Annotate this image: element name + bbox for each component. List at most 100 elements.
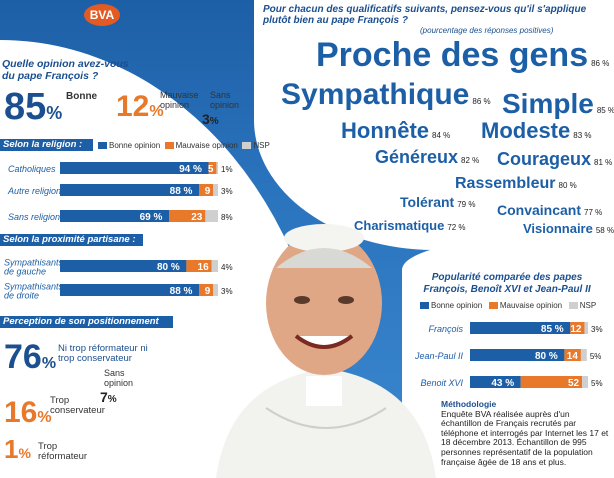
- qualifier-value: 85 %: [596, 106, 614, 115]
- qualifier-6: Courageux 81 %: [497, 150, 612, 168]
- good-value: 85%: [4, 86, 63, 128]
- bar-segment-2-0-0: [470, 322, 571, 334]
- legend-nsp: NSP: [253, 141, 270, 150]
- qualifier-7: Rassembleur 80 %: [455, 176, 577, 192]
- category-label-0-1: Autre religion: [7, 186, 61, 196]
- partisan-header: Selon la proximité partisane :: [0, 234, 143, 246]
- left-bar-charts: Catholiques 94 % 5 1% Autre religion 88 % 9 3% S…: [4, 162, 603, 389]
- good-label: Bonne: [66, 91, 98, 102]
- bar-segment-1-0-1: [186, 260, 212, 272]
- bar-value-2-2-0: 43 %: [491, 378, 514, 389]
- category-label-2-2: Benoit XVI: [420, 378, 463, 388]
- question-note: (pourcentage des réponses positives): [420, 26, 554, 35]
- qualifier-word: Sympathique: [281, 78, 470, 111]
- bar-value-2-0-0: 85 %: [541, 324, 564, 335]
- qualifier-value: 82 %: [461, 156, 480, 165]
- none-label: Sans opinion: [210, 90, 240, 110]
- qualifier-word: Simple: [502, 88, 594, 119]
- nsp-swatch-r: [568, 302, 578, 309]
- bar-segment-2-1-1: [564, 349, 581, 361]
- pos-value-2: 16%: [4, 396, 52, 429]
- bar-value-2-0-1: 12: [570, 324, 582, 335]
- bar-segment-0-1-0: [60, 184, 200, 196]
- qualifier-value: 84 %: [432, 131, 451, 140]
- qualifier-value: 83 %: [573, 131, 592, 140]
- category-label-0-2: Sans religion: [8, 212, 60, 222]
- pos-label-2: Trop conservateur: [50, 395, 105, 416]
- bar-segment-2-2-0: [470, 376, 521, 388]
- qualifier-11: Visionnaire 58 %: [523, 222, 614, 235]
- methodology: Méthodologie Enquête BVA réalisée auprès…: [441, 399, 611, 467]
- pope-illustration: [216, 224, 436, 478]
- bar-value-2-1-2: 5%: [590, 352, 602, 361]
- category-label-1-1: Sympathisants: [4, 282, 64, 292]
- bar-value-0-1-1: 9: [205, 186, 211, 197]
- qualifier-value: 77 %: [584, 208, 603, 217]
- category-label-1-0: Sympathisants: [4, 258, 64, 268]
- good-swatch-r: [420, 302, 429, 309]
- nsp-swatch: [242, 142, 252, 149]
- pos-value-4: 7%: [100, 389, 117, 405]
- bar-value-2-0-2: 3%: [591, 325, 603, 334]
- qualifier-word: Courageux: [497, 149, 592, 169]
- bar-value-2-2-2: 5%: [591, 379, 603, 388]
- bar-value-0-2-2: 8%: [221, 213, 233, 222]
- qualifier-value: 79 %: [457, 200, 476, 209]
- bar-segment-2-2-1: [520, 376, 583, 388]
- qualifier-word: Convaincant: [497, 202, 582, 218]
- bar-segment-0-0-2: [216, 162, 218, 174]
- main-question: Pour chacun des qualificatifs suivants, …: [263, 4, 603, 26]
- legend-nsp-r: NSP: [579, 301, 597, 310]
- pos-label-4: Sans opinion: [104, 368, 134, 388]
- question-text: Pour chacun des qualificatifs suivants, …: [263, 4, 587, 26]
- bar-segment-2-0-1: [570, 322, 585, 334]
- bad-label: Mauvaise opinion: [160, 90, 199, 110]
- qualifiers-panel: [254, 0, 614, 250]
- bar-segment-0-0-1: [208, 162, 217, 174]
- bar-value-1-1-0: 88 %: [170, 286, 193, 297]
- pos-label-3: Trop réformateur: [38, 441, 88, 462]
- bar-segment-0-1-1: [199, 184, 214, 196]
- qualifier-value: 86 %: [591, 59, 610, 68]
- bar-segment-0-0-0: [60, 162, 209, 174]
- bar-value-0-0-0: 94 %: [179, 164, 202, 175]
- qualifier-1: Sympathique 86 %: [281, 80, 491, 110]
- pos-label-1: Ni trop réformateur ni trop conservateur: [58, 343, 148, 364]
- bar-value-1-0-2: 4%: [221, 263, 233, 272]
- bad-swatch-r: [488, 302, 498, 309]
- opinion-title: Quelle opinion avez-vous du pape Françoi…: [2, 58, 129, 82]
- bar-value-2-2-1: 52: [568, 378, 580, 389]
- qualifier-9: Convaincant 77 %: [497, 203, 602, 217]
- legend-bad: Mauvaise opinion: [175, 141, 238, 150]
- bar-segment-2-0-2: [584, 322, 588, 334]
- qualifier-8: Tolérant 79 %: [400, 195, 475, 209]
- qualifier-word: Généreux: [375, 147, 459, 167]
- bar-value-0-2-0: 69 %: [140, 212, 163, 223]
- bar-value-0-1-2: 3%: [221, 187, 233, 196]
- qualifier-value: 72 %: [447, 223, 466, 232]
- qualifier-word: Charismatique: [354, 218, 445, 233]
- qualifier-word: Tolérant: [400, 194, 455, 210]
- qualifier-word: Visionnaire: [523, 221, 593, 236]
- bar-value-1-0-0: 80 %: [157, 262, 180, 273]
- bar-value-1-0-1: 16: [198, 262, 210, 273]
- qualifier-word: Rassembleur: [455, 175, 556, 192]
- legend-left: Bonne opinion Mauvaise opinion NSP: [98, 141, 270, 150]
- none-value: 3%: [202, 111, 219, 127]
- category-label-2-1: Jean-Paul II: [414, 351, 464, 361]
- bar-segment-0-2-1: [169, 210, 206, 222]
- legend-right: Bonne opinion Mauvaise opinion NSP: [420, 301, 596, 310]
- legend-bad-r: Mauvaise opinion: [499, 301, 563, 310]
- category-label-1-1: de droite: [4, 291, 39, 301]
- compare-title: Popularité comparée des papes François, …: [423, 272, 591, 295]
- religion-header: Selon la religion :: [0, 139, 93, 151]
- bar-segment-1-1-2: [213, 284, 218, 296]
- legend-good-r: Bonne opinion: [431, 301, 483, 310]
- qualifier-value: 81 %: [594, 158, 613, 167]
- bar-value-1-1-2: 3%: [221, 287, 233, 296]
- bar-value-0-0-1: 5: [208, 164, 214, 175]
- legend-good: Bonne opinion: [109, 141, 161, 150]
- bar-value-1-1-1: 9: [205, 286, 211, 297]
- bar-segment-0-2-0: [60, 210, 170, 222]
- qualifier-value: 80 %: [558, 181, 577, 190]
